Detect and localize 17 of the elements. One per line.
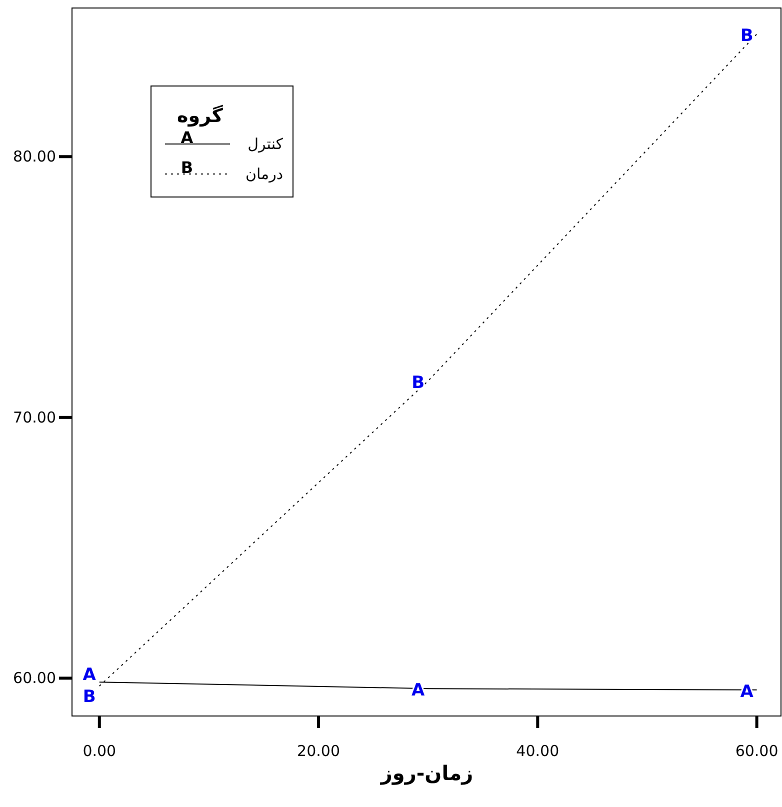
x-tick-label: 20.00 (297, 742, 340, 760)
legend-label: کنترل (248, 135, 284, 153)
y-tick-label: 70.00 (13, 408, 56, 426)
x-tick-label: 60.00 (735, 742, 778, 760)
y-tick-label: 80.00 (13, 148, 56, 166)
annotation: B (740, 26, 754, 46)
annotation: B (82, 687, 96, 708)
x-tick-label: 0.00 (82, 742, 116, 760)
annotation: A (82, 665, 97, 686)
x-tick-label: 40.00 (516, 742, 560, 760)
annotation: B (412, 372, 425, 393)
y-tick-label: 60.00 (13, 669, 56, 688)
text: B (180, 158, 194, 177)
x-axis-title: زمان-روز (380, 761, 474, 785)
legend-title: گروه (177, 104, 224, 127)
legend-label: درمان (245, 165, 283, 183)
text: A (180, 128, 194, 147)
